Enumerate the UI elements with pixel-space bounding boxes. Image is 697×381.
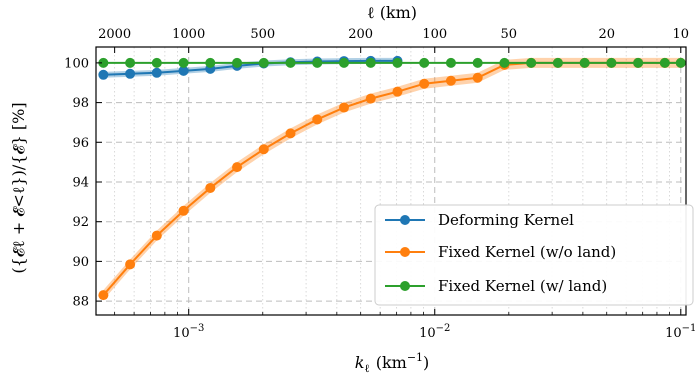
x-axis-label-base: k — [355, 353, 365, 372]
y-tick-label: 92 — [72, 215, 89, 230]
legend-entry-fixed-w-land: Fixed Kernel (w/ land) — [385, 277, 607, 295]
x-axis-label-unit-open: (km — [376, 353, 407, 372]
x-tick-label: 10−3 — [173, 323, 204, 341]
data-point — [125, 68, 136, 79]
data-point — [633, 57, 644, 68]
x-tick-label: 10−2 — [419, 323, 450, 341]
series-layer — [98, 55, 686, 301]
top-tick-label: 50 — [501, 27, 518, 42]
data-point — [178, 57, 189, 68]
data-point — [419, 57, 430, 68]
data-point — [285, 57, 296, 68]
data-point — [419, 78, 430, 89]
legend-marker — [400, 247, 410, 257]
data-point — [659, 57, 670, 68]
y-tick-label: 94 — [72, 175, 89, 190]
data-point — [151, 57, 162, 68]
data-point — [258, 57, 269, 68]
x-axis-label: kℓ (km−1) — [355, 351, 430, 375]
y-axis-label: ({𝓔ℓ + 𝓔<ℓ})/{𝓔} [%] — [9, 102, 28, 273]
series-0 — [98, 55, 403, 80]
data-point — [205, 182, 216, 193]
legend-label: Fixed Kernel (w/ land) — [438, 277, 607, 295]
legend-label: Fixed Kernel (w/o land) — [438, 243, 616, 261]
ticks: 10−3 10−2 10−1 88 90 92 94 96 98 100 2000 1000 500 20… — [64, 27, 696, 341]
legend: Deforming Kernel Fixed Kernel (w/o land)… — [374, 204, 694, 306]
x-axis-label-sub: ℓ — [364, 362, 369, 375]
data-point — [312, 114, 323, 125]
top-tick-label: 2000 — [98, 27, 131, 42]
data-point — [392, 57, 403, 68]
x-tick-label: 10−1 — [665, 323, 696, 341]
top-x-axis-label: ℓ (km) — [367, 3, 417, 22]
data-point — [675, 57, 686, 68]
data-point — [445, 57, 456, 68]
data-point — [285, 128, 296, 139]
top-tick-label: 20 — [598, 27, 615, 42]
confidence-band — [103, 57, 681, 301]
data-point — [526, 57, 537, 68]
data-point — [125, 57, 136, 68]
legend-entry-deforming: Deforming Kernel — [385, 211, 574, 229]
data-point — [151, 67, 162, 78]
legend-entry-fixed-wo-land: Fixed Kernel (w/o land) — [385, 243, 616, 261]
top-tick-label: 1000 — [172, 27, 205, 42]
y-tick-label: 88 — [72, 295, 89, 310]
top-tick-label: 100 — [422, 27, 447, 42]
legend-marker — [400, 215, 410, 225]
data-point — [232, 162, 243, 173]
top-tick-label: 500 — [250, 27, 275, 42]
data-point — [499, 57, 510, 68]
x-axis-label-unit-close: ) — [423, 353, 429, 372]
series-2 — [98, 57, 686, 68]
data-point — [392, 86, 403, 97]
data-point — [579, 57, 590, 68]
data-point — [151, 230, 162, 241]
data-point — [472, 72, 483, 83]
y-tick-label: 90 — [72, 255, 89, 270]
data-point — [125, 259, 136, 270]
data-point — [445, 75, 456, 86]
data-point — [205, 57, 216, 68]
data-point — [258, 144, 269, 155]
legend-label: Deforming Kernel — [438, 211, 574, 229]
x-axis-label-sup: −1 — [407, 351, 423, 364]
top-tick-label: 10 — [673, 27, 690, 42]
plot-frame — [95, 46, 687, 316]
legend-box — [374, 204, 694, 306]
legend-marker — [400, 281, 410, 291]
data-point — [98, 290, 109, 301]
data-point — [178, 205, 189, 216]
top-tick-label: 200 — [348, 27, 373, 42]
data-point — [338, 57, 349, 68]
data-point — [606, 57, 617, 68]
data-point — [98, 69, 109, 80]
y-tick-label: 96 — [72, 136, 89, 151]
data-point — [472, 57, 483, 68]
data-point — [312, 57, 323, 68]
data-point — [365, 93, 376, 104]
data-point — [232, 57, 243, 68]
data-point — [98, 57, 109, 68]
data-point — [365, 57, 376, 68]
data-point — [338, 102, 349, 113]
data-point — [552, 57, 563, 68]
y-tick-label: 98 — [72, 96, 89, 111]
data-point — [178, 65, 189, 76]
y-tick-label: 100 — [64, 56, 89, 71]
